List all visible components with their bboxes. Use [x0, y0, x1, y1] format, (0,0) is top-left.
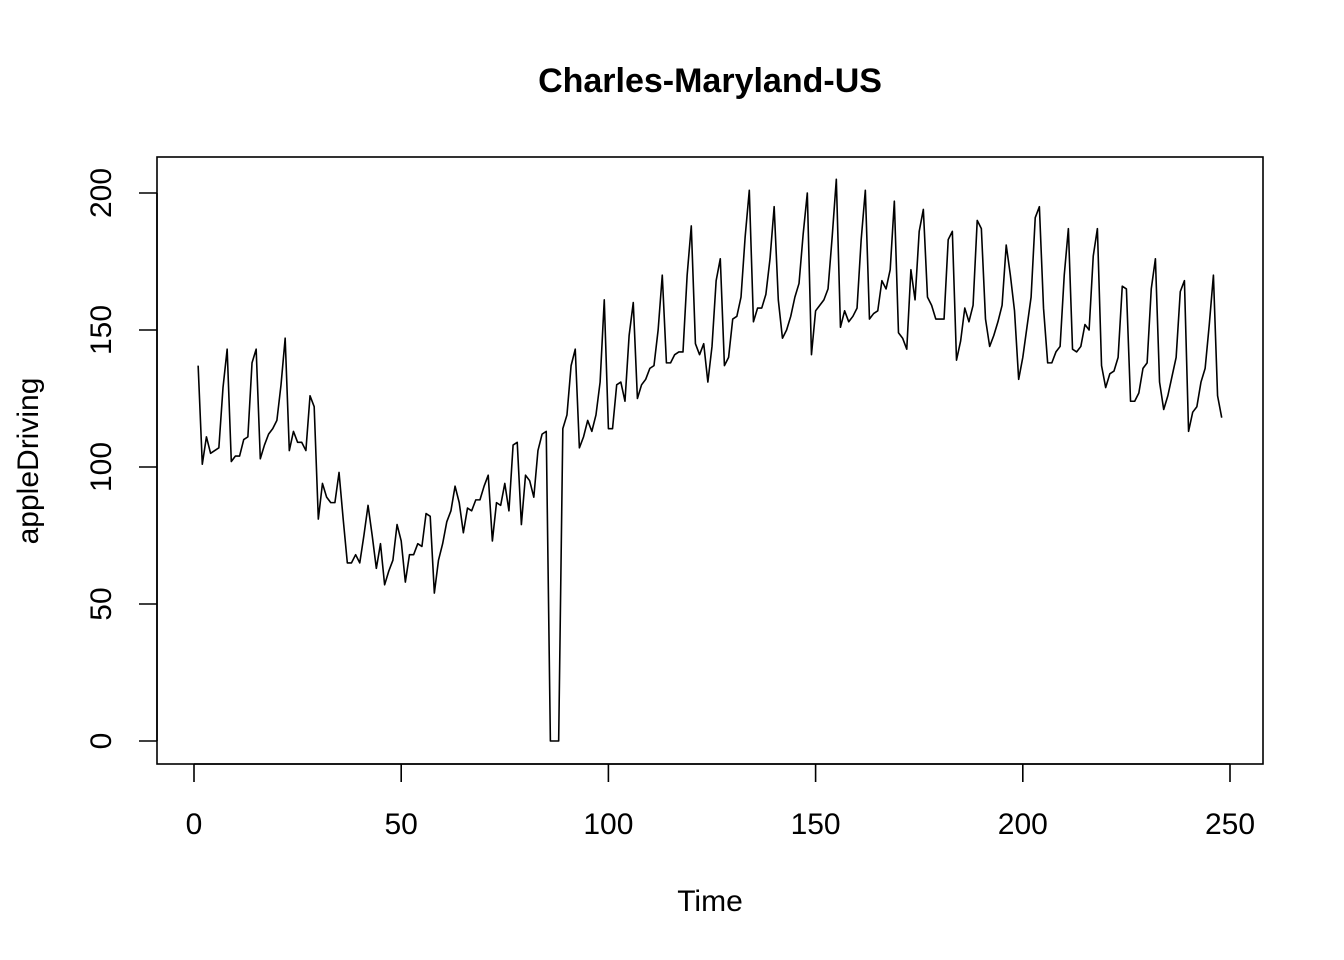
- y-tick-label: 50: [85, 587, 118, 620]
- x-tick-label: 200: [998, 808, 1048, 841]
- x-axis: 0 50 100 150 200 250: [186, 763, 1255, 841]
- series-line: [197, 178, 1223, 742]
- x-axis-label: Time: [677, 885, 743, 918]
- x-tick-label: 0: [186, 808, 203, 841]
- chart-title: Charles-Maryland-US: [538, 62, 882, 100]
- x-tick-label: 250: [1205, 808, 1255, 841]
- y-axis: 0 50 100 150 200: [85, 168, 158, 750]
- y-tick-label: 0: [85, 733, 118, 750]
- x-tick-label: 150: [791, 808, 841, 841]
- y-tick-label: 150: [85, 305, 118, 355]
- plot-frame: [156, 156, 1264, 765]
- x-tick-label: 100: [583, 808, 633, 841]
- y-tick-label: 200: [85, 168, 118, 218]
- y-axis-label: appleDriving: [12, 378, 45, 545]
- x-tick-label: 50: [385, 808, 418, 841]
- series-layer: [197, 178, 1223, 742]
- y-tick-label: 100: [85, 442, 118, 492]
